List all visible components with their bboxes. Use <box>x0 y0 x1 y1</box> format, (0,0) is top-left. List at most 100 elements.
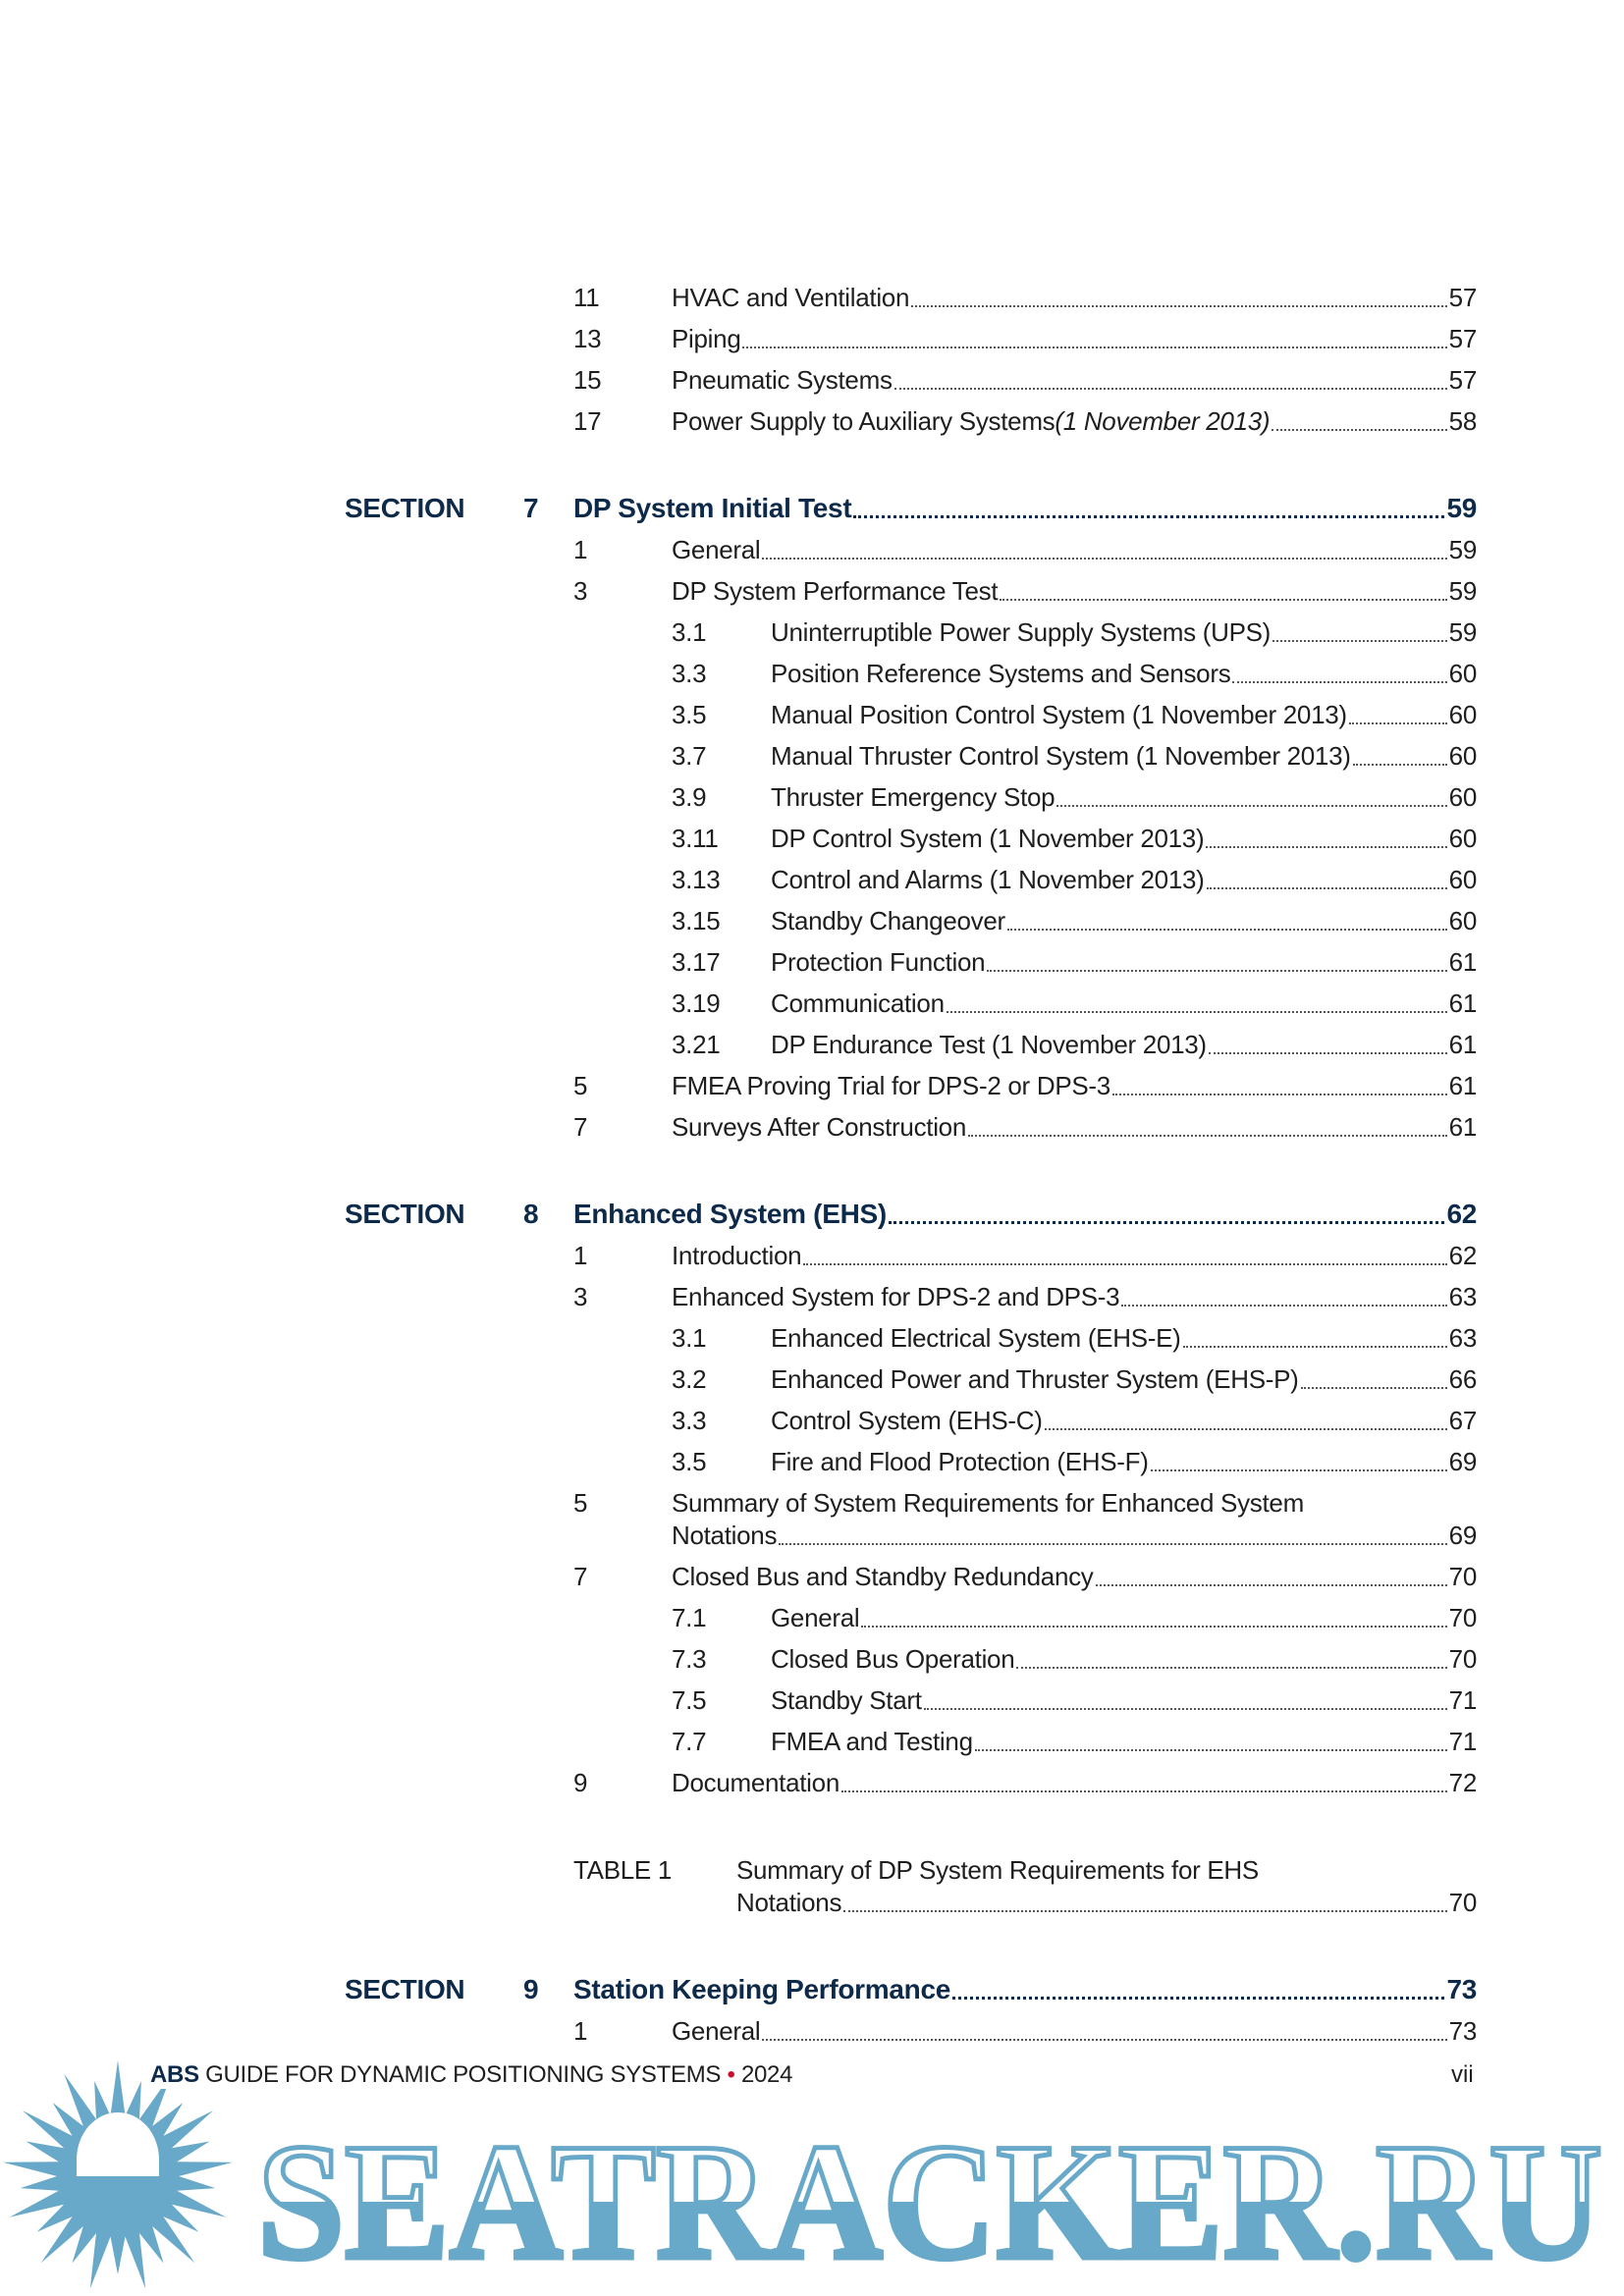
dot-leader <box>861 1597 1447 1638</box>
entry-title: HVAC and Ventilation <box>672 283 910 312</box>
dot-leader <box>1272 400 1447 442</box>
toc-section-heading[interactable]: SECTION 9 Station Keeping Performance 73 <box>0 1969 1624 2010</box>
entry-number: 1 <box>573 2016 588 2046</box>
entry-line: Summary of System Requirements for Enhan… <box>672 1482 1304 1523</box>
entry-page: 59 <box>1446 493 1477 523</box>
toc-entry[interactable]: 13 Piping 57 <box>0 318 1624 359</box>
toc-entry[interactable]: 3.21 DP Endurance Test (1 November 2013) 6… <box>0 1024 1624 1065</box>
toc-entry[interactable]: 3.19 Communication 61 <box>0 983 1624 1024</box>
entry-title: Enhanced Power and Thruster System (EHS-… <box>771 1364 1299 1394</box>
entry-page: 59 <box>1448 535 1478 564</box>
entry-label: SECTION <box>345 1199 465 1229</box>
entry-title: Pneumatic Systems <box>672 365 893 395</box>
entry-line: Standby Start 71 <box>771 1680 1477 1721</box>
entry-page: 60 <box>1448 906 1478 935</box>
entry-title: Thruster Emergency Stop <box>771 782 1056 812</box>
dot-leader <box>1206 818 1447 859</box>
entry-line: Surveys After Construction 61 <box>672 1106 1477 1148</box>
dot-leader <box>843 1882 1447 1923</box>
toc-entry[interactable]: 5 Summary of System Requirements for Enha… <box>0 1482 1624 1518</box>
toc-entry[interactable]: 3.3 Control System (EHS-C) 67 <box>0 1400 1624 1441</box>
toc-entry[interactable]: 1 Introduction 62 <box>0 1235 1624 1276</box>
entry-number: 3.17 <box>672 947 721 977</box>
entry-title: Standby Start <box>771 1685 922 1715</box>
dot-leader <box>1095 1556 1447 1597</box>
dot-leader <box>779 1515 1447 1556</box>
entry-page: 60 <box>1448 865 1478 894</box>
entry-page: 60 <box>1448 700 1478 729</box>
toc-entry[interactable]: 3.13 Control and Alarms (1 November 2013)… <box>0 859 1624 900</box>
entry-page: 71 <box>1448 1727 1478 1756</box>
toc-section-heading[interactable]: SECTION 7 DP System Initial Test 59 <box>0 488 1624 529</box>
entry-title: Summary of System Requirements for Enhan… <box>672 1488 1304 1518</box>
toc-entry-continuation: Notations 70 <box>0 1882 1624 1923</box>
entry-line: Protection Function 61 <box>771 941 1477 983</box>
entry-page: 67 <box>1448 1406 1478 1435</box>
toc-entry[interactable]: 15 Pneumatic Systems 57 <box>0 359 1624 400</box>
toc-entry[interactable]: 3 DP System Performance Test 59 <box>0 570 1624 612</box>
dot-leader <box>1348 694 1447 735</box>
entry-title: General <box>672 535 761 564</box>
entry-line: General 59 <box>672 529 1477 570</box>
entry-page: 57 <box>1448 283 1478 312</box>
entry-number: 7 <box>573 1562 588 1591</box>
toc-entry[interactable]: 9 Documentation 72 <box>0 1762 1624 1803</box>
dot-leader <box>762 2010 1447 2052</box>
toc-entry[interactable]: 11 HVAC and Ventilation 57 <box>0 277 1624 318</box>
dot-leader <box>1272 612 1447 653</box>
entry-number: 1 <box>573 1241 588 1270</box>
entry-line: Manual Position Control System (1 Novemb… <box>771 694 1477 735</box>
entry-page: 61 <box>1448 988 1478 1018</box>
entry-line: General 70 <box>771 1597 1477 1638</box>
entry-title: Manual Position Control System (1 Novemb… <box>771 700 1347 729</box>
toc-entry[interactable]: 1 General 73 <box>0 2010 1624 2052</box>
entry-line: Enhanced Electrical System (EHS-E) 63 <box>771 1317 1477 1359</box>
dot-leader <box>742 318 1447 359</box>
toc-entry[interactable]: 7.1 General 70 <box>0 1597 1624 1638</box>
toc-entry[interactable]: 17 Power Supply to Auxiliary Systems (1 N… <box>0 400 1624 442</box>
entry-page: 59 <box>1448 576 1478 606</box>
toc-entry[interactable]: 3.5 Fire and Flood Protection (EHS-F) 69 <box>0 1441 1624 1482</box>
toc-entry[interactable]: 7.5 Standby Start 71 <box>0 1680 1624 1721</box>
entry-number: 3.15 <box>672 906 721 935</box>
toc-entry[interactable]: 3.11 DP Control System (1 November 2013) 6… <box>0 818 1624 859</box>
entry-line: DP Control System (1 November 2013) 60 <box>771 818 1477 859</box>
toc-table-entry[interactable]: TABLE 1 Summary of DP System Requirements… <box>0 1849 1624 1885</box>
sun-dome <box>77 2112 159 2176</box>
toc-entry[interactable]: 3.5 Manual Position Control System (1 Nov… <box>0 694 1624 735</box>
entry-title: Fire and Flood Protection (EHS-F) <box>771 1447 1149 1476</box>
toc-entry[interactable]: 7.7 FMEA and Testing 71 <box>0 1721 1624 1762</box>
entry-title: DP System Initial Test <box>573 493 852 523</box>
entry-label: SECTION <box>345 493 465 523</box>
toc-entry[interactable]: 1 General 59 <box>0 529 1624 570</box>
entry-page: 70 <box>1448 1603 1478 1632</box>
toc-entry[interactable]: 3.9 Thruster Emergency Stop 60 <box>0 776 1624 818</box>
toc-entry[interactable]: 7 Closed Bus and Standby Redundancy 70 <box>0 1556 1624 1597</box>
entry-title: Control and Alarms (1 November 2013) <box>771 865 1205 894</box>
dot-leader <box>1232 653 1447 694</box>
entry-number: 7 <box>573 1112 588 1142</box>
toc-entry[interactable]: 5 FMEA Proving Trial for DPS-2 or DPS-3 61 <box>0 1065 1624 1106</box>
toc-section-heading[interactable]: SECTION 8 Enhanced System (EHS) 62 <box>0 1194 1624 1235</box>
entry-page: 60 <box>1448 741 1478 771</box>
entry-title: Power Supply to Auxiliary Systems <box>672 406 1056 436</box>
toc-entry[interactable]: 3.3 Position Reference Systems and Sensor… <box>0 653 1624 694</box>
entry-number: 9 <box>573 1768 588 1797</box>
entry-line: DP System Initial Test 59 <box>573 488 1477 529</box>
toc-entry[interactable]: 3.17 Protection Function 61 <box>0 941 1624 983</box>
toc-entry[interactable]: 3.2 Enhanced Power and Thruster System (E… <box>0 1359 1624 1400</box>
toc-entry[interactable]: 7.3 Closed Bus Operation 70 <box>0 1638 1624 1680</box>
entry-line: Position Reference Systems and Sensors 60 <box>771 653 1477 694</box>
toc-entry[interactable]: 3.7 Manual Thruster Control System (1 Nov… <box>0 735 1624 776</box>
dot-leader <box>968 1106 1447 1148</box>
entry-line: Summary of DP System Requirements for EH… <box>736 1849 1259 1891</box>
toc-entry[interactable]: 3.1 Enhanced Electrical System (EHS-E) 63 <box>0 1317 1624 1359</box>
toc-entry[interactable]: 3.1 Uninterruptible Power Supply Systems … <box>0 612 1624 653</box>
toc-entry[interactable]: 3.15 Standby Changeover 60 <box>0 900 1624 941</box>
entry-label: TABLE 1 <box>573 1855 673 1885</box>
footer-year: 2024 <box>734 2061 793 2088</box>
toc-entry[interactable]: 7 Surveys After Construction 61 <box>0 1106 1624 1148</box>
toc-entry[interactable]: 3 Enhanced System for DPS-2 and DPS-3 63 <box>0 1276 1624 1317</box>
entry-number: 3 <box>573 576 588 606</box>
dot-leader <box>803 1235 1447 1276</box>
